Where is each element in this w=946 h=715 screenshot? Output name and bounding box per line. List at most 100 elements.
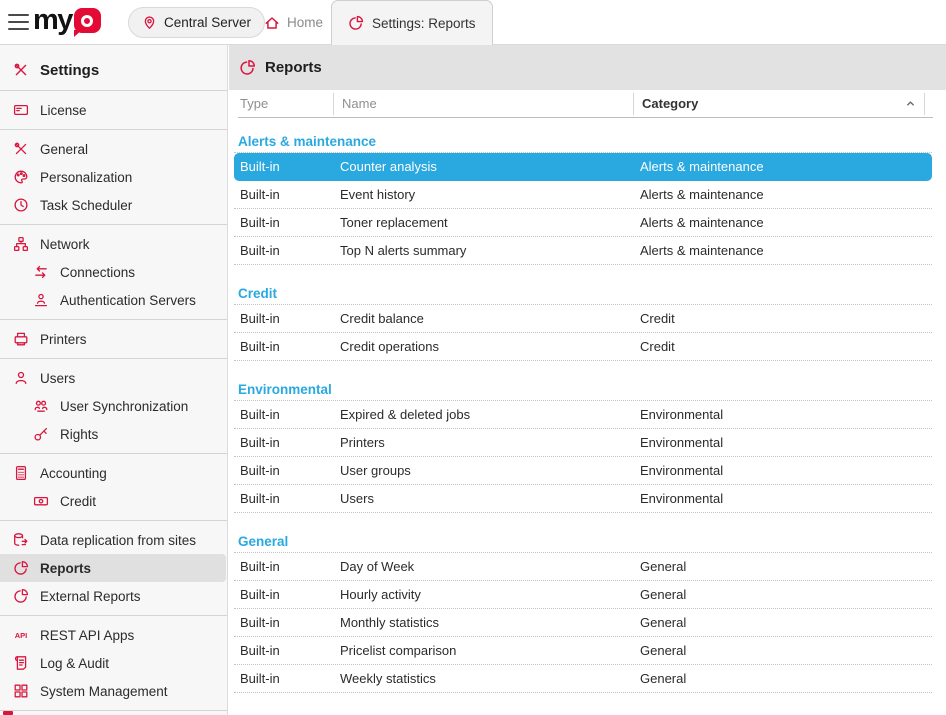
cell-category: Alerts & maintenance	[640, 243, 764, 258]
cutoff-sidebar-item	[3, 711, 13, 715]
group-header: Alerts & maintenance	[234, 131, 932, 153]
cell-name: Credit operations	[340, 339, 439, 354]
table-row[interactable]: Built-in Day of Week General	[234, 553, 932, 581]
sidebar-item-rest-api-apps[interactable]: API REST API Apps	[0, 621, 226, 649]
database-sync-icon	[14, 533, 28, 546]
sidebar-item-credit[interactable]: Credit	[0, 487, 226, 515]
table-row[interactable]: Built-in Pricelist comparison General	[234, 637, 932, 665]
sidebar-item-task-scheduler[interactable]: Task Scheduler	[0, 191, 226, 219]
column-header-category[interactable]: Category	[634, 92, 925, 115]
sidebar-item-general[interactable]: General	[0, 135, 226, 163]
table-row[interactable]: Built-in Monthly statistics General	[234, 609, 932, 637]
page-title: Reports	[265, 59, 322, 76]
server-name: Central Server	[164, 15, 252, 30]
sidebar-item-label: General	[40, 141, 89, 157]
calculator-icon	[15, 465, 27, 481]
sidebar-item-license[interactable]: License	[0, 96, 226, 124]
server-selector-button[interactable]: Central Server	[128, 7, 266, 38]
cell-name: Expired & deleted jobs	[340, 407, 471, 422]
sidebar-item-personalization[interactable]: Personalization	[0, 163, 226, 191]
sidebar-item-network[interactable]: Network	[0, 230, 226, 258]
sidebar-item-label: User Synchronization	[60, 398, 189, 414]
sidebar-item-label: System Management	[40, 683, 168, 699]
cell-type: Built-in	[240, 491, 280, 506]
table-row[interactable]: Built-in Hourly activity General	[234, 581, 932, 609]
settings-sidebar: Settings License General Personalization Ta…	[0, 45, 228, 715]
sidebar-item-label: REST API Apps	[40, 627, 135, 643]
sidebar-item-label: License	[40, 102, 87, 118]
sort-ascending-icon[interactable]	[905, 98, 916, 109]
cell-name: Printers	[340, 435, 385, 450]
cell-category: Credit	[640, 339, 675, 354]
cell-name: Credit balance	[340, 311, 424, 326]
sidebar-item-rights[interactable]: Rights	[0, 420, 226, 448]
cell-category: General	[640, 643, 687, 658]
cell-type: Built-in	[240, 159, 280, 174]
auth-person-icon	[34, 293, 48, 307]
myq-logo[interactable]: my	[33, 6, 101, 35]
sidebar-item-log-audit[interactable]: Log & Audit	[0, 649, 226, 677]
cell-name: Weekly statistics	[340, 671, 436, 686]
report-groups: Alerts & maintenance Built-in Counter anal…	[234, 131, 932, 693]
settings-icon-wrap	[12, 62, 30, 78]
sidebar-divider	[0, 615, 227, 616]
sidebar-item-label: Task Scheduler	[40, 197, 133, 213]
tab-home[interactable]: Home	[252, 0, 335, 45]
cell-type: Built-in	[240, 339, 280, 354]
sidebar-item-connections[interactable]: Connections	[0, 258, 226, 286]
table-row[interactable]: Built-in User groups Environmental	[234, 457, 932, 485]
cell-type: Built-in	[240, 463, 280, 478]
network-icon	[13, 236, 29, 252]
sidebar-item-authentication-servers[interactable]: Authentication Servers	[0, 286, 226, 314]
sidebar-item-accounting[interactable]: Accounting	[0, 459, 226, 487]
report-group-environmental: Environmental Built-in Expired & deleted j…	[234, 379, 932, 513]
cell-name: Pricelist comparison	[340, 643, 457, 658]
menu-icon[interactable]	[8, 13, 29, 31]
column-header-type[interactable]: Type	[238, 92, 334, 115]
key-icon	[34, 427, 48, 441]
sidebar-item-reports[interactable]: Reports	[0, 554, 226, 582]
column-header-name[interactable]: Name	[334, 92, 634, 115]
sidebar-item-data-replication-from-sites[interactable]: Data replication from sites	[0, 526, 226, 554]
pie-chart-icon	[240, 59, 256, 75]
table-row[interactable]: Built-in Expired & deleted jobs Environmen…	[234, 401, 932, 429]
license-card-icon	[13, 104, 29, 116]
cell-type: Built-in	[240, 587, 280, 602]
sidebar-item-external-reports[interactable]: External Reports	[0, 582, 226, 610]
sidebar-item-user-synchronization[interactable]: User Synchronization	[0, 392, 226, 420]
sidebar-item-printers[interactable]: Printers	[0, 325, 226, 353]
printer-icon	[14, 332, 28, 346]
cell-category: General	[640, 587, 687, 602]
sidebar-item-users[interactable]: Users	[0, 364, 226, 392]
table-row[interactable]: Built-in Toner replacement Alerts & mainte…	[234, 209, 932, 237]
sidebar-item-system-management[interactable]: System Management	[0, 677, 226, 705]
sidebar-item-label: Credit	[60, 493, 97, 509]
table-row[interactable]: Built-in Printers Environmental	[234, 429, 932, 457]
report-group-alerts-maintenance: Alerts & maintenance Built-in Counter anal…	[234, 131, 932, 265]
pie-chart-icon	[14, 588, 29, 603]
table-row[interactable]: Built-in Weekly statistics General	[234, 665, 932, 693]
table-row[interactable]: Built-in Event history Alerts & maintenanc…	[234, 181, 932, 209]
table-row[interactable]: Built-in Credit balance Credit	[234, 305, 932, 333]
table-row[interactable]: Built-in Credit operations Credit	[234, 333, 932, 361]
cell-type: Built-in	[240, 407, 280, 422]
cell-category: Environmental	[640, 491, 724, 506]
cell-type: Built-in	[240, 671, 280, 686]
cell-type: Built-in	[240, 559, 280, 574]
sidebar-item-label: Data replication from sites	[40, 532, 197, 548]
sidebar-item-label: Authentication Servers	[60, 292, 196, 308]
palette-icon	[14, 170, 28, 184]
report-group-credit: Credit Built-in Credit balance Credit Built-…	[234, 283, 932, 361]
sidebar-item-label: Users	[40, 370, 76, 386]
tab-home-label: Home	[287, 15, 324, 30]
people-sync-icon	[34, 400, 48, 412]
sidebar-divider	[0, 129, 227, 130]
table-row[interactable]: Built-in Counter analysis Alerts & mainten…	[234, 153, 932, 181]
table-row[interactable]: Built-in Top N alerts summary Alerts & mai…	[234, 237, 932, 265]
sidebar-divider	[0, 710, 227, 711]
clock-icon	[14, 198, 28, 212]
home-icon	[265, 16, 279, 29]
logo-q-ring	[81, 14, 94, 27]
table-row[interactable]: Built-in Users Environmental	[234, 485, 932, 513]
tab-settings-reports[interactable]: Settings: Reports	[331, 0, 493, 45]
